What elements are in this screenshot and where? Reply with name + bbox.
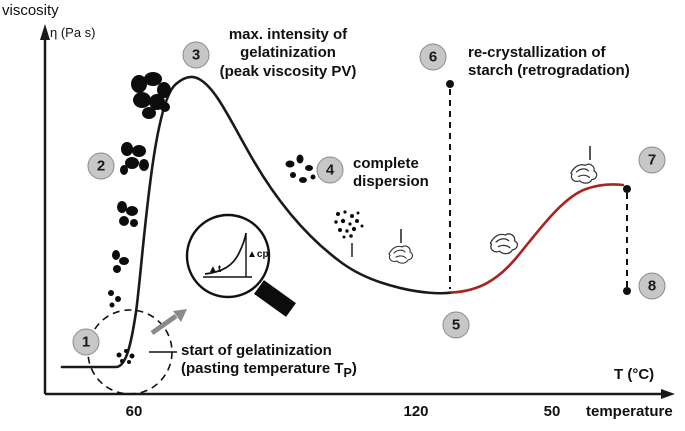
- y-axis-arrow-icon: [40, 24, 50, 40]
- dispersed-molecules: [334, 210, 364, 239]
- retro-label-line1: re-crystallization of: [468, 44, 606, 61]
- complete-dispersion-label: complete dispersion: [353, 155, 429, 192]
- inset-delta-t-label: ▲t: [208, 264, 222, 275]
- retrograded-network-sketch: [388, 245, 413, 264]
- x-tick-50: 50: [543, 403, 561, 420]
- peak-label-line2: gelatinization: [240, 44, 336, 62]
- magnifier-handle-icon: [254, 280, 296, 317]
- x-axis-symbol: T (°C): [614, 366, 655, 383]
- axes: [40, 24, 675, 399]
- y-axis-unit: η (Pa s): [50, 25, 96, 40]
- start-label-line2-post: ): [351, 360, 357, 378]
- peak-label-line1: max. intensity of: [228, 26, 348, 43]
- inset-curve: [204, 232, 247, 275]
- retrograded-network-sketch: [489, 233, 518, 255]
- marker-3: 3: [182, 41, 210, 69]
- start-label-line2: (pasting temperature TP): [181, 360, 357, 381]
- start-label-subscript: P: [343, 366, 352, 381]
- setback-line-6: [446, 80, 454, 289]
- marker-6: 6: [419, 43, 447, 71]
- granule-fragments: [285, 154, 316, 183]
- starch-granules-swelling: [120, 142, 149, 175]
- starch-granules-small: [112, 250, 129, 273]
- marker-8: 8: [638, 272, 666, 300]
- start-label-line1: start of gelatinization: [181, 342, 332, 359]
- line-end-dot: [623, 287, 631, 295]
- starch-granules-large: [131, 72, 171, 119]
- x-tick-120: 120: [403, 403, 429, 420]
- marker-7: 7: [638, 146, 666, 174]
- marker-2: 2: [87, 152, 115, 180]
- marker-5: 5: [442, 311, 470, 339]
- peak-viscosity-label: max. intensity of gelatinization (peak v…: [213, 26, 363, 81]
- retrograded-network-sketch: [570, 163, 598, 184]
- retro-label-line2: starch (retrogradation): [468, 62, 630, 80]
- x-axis-title: temperature: [586, 403, 673, 420]
- y-axis-title: viscosity: [2, 2, 59, 19]
- starch-granules-medium: [117, 201, 138, 227]
- line-end-dot: [446, 80, 454, 88]
- viscosity-curve: [60, 75, 454, 369]
- magnifier-inset: ▲cp ▲t: [185, 213, 296, 317]
- start-gelatinization-label: start of gelatinization (pasting tempera…: [181, 342, 357, 382]
- starch-granules-tiny: [108, 290, 121, 308]
- start-label-line2-pre: (pasting temperature T: [181, 360, 344, 378]
- zoom-arrow-icon: [150, 309, 187, 336]
- dispersion-label-line1: complete: [353, 155, 419, 172]
- dispersion-label-line2: dispersion: [353, 173, 429, 191]
- marker-1: 1: [72, 328, 100, 356]
- x-tick-60: 60: [125, 403, 143, 420]
- line-end-dot: [623, 185, 631, 193]
- native-granules-start: [116, 349, 135, 364]
- x-axis-arrow-icon: [661, 389, 675, 399]
- inset-delta-cp-label: ▲cp: [247, 249, 269, 260]
- marker-4: 4: [316, 156, 344, 184]
- retrogradation-label: re-crystallization of starch (retrograda…: [468, 44, 630, 81]
- peak-label-line3: (peak viscosity PV): [219, 62, 357, 80]
- retrogradation-curve: [450, 183, 625, 294]
- setback-line-7-8: [623, 185, 631, 295]
